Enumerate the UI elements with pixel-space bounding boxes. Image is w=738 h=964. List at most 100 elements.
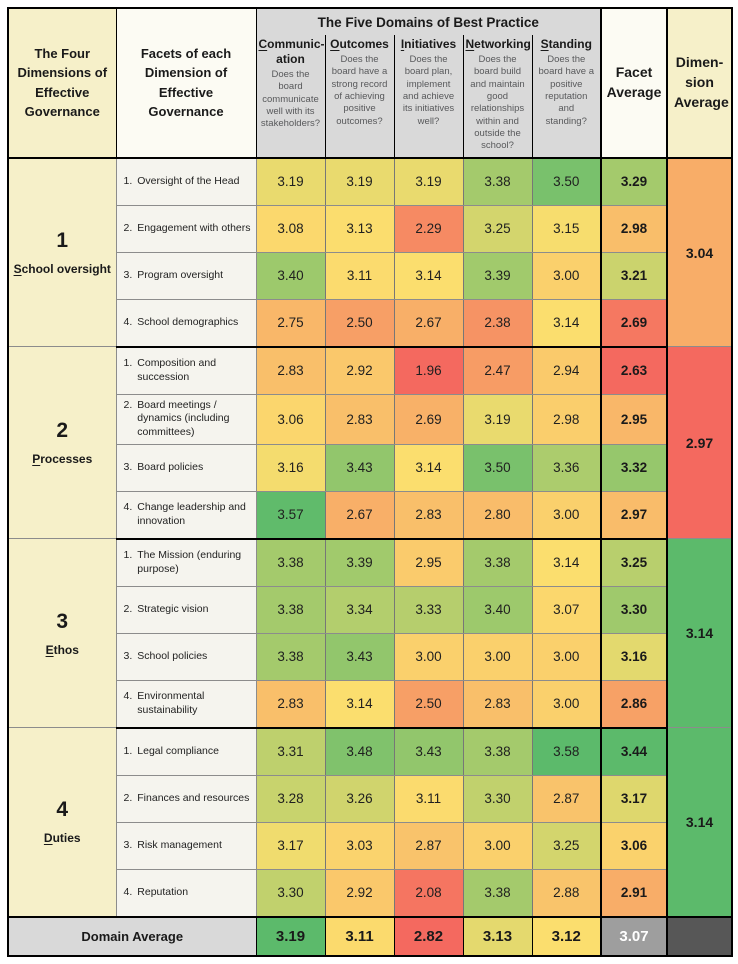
domain-name: Networking: [465, 37, 531, 51]
facet-average-cell: 2.95: [600, 393, 669, 445]
score-cell: 2.95: [393, 538, 464, 587]
score-cell: 2.87: [393, 821, 464, 870]
facet-name: Engagement with others: [137, 221, 251, 234]
five-domains-banner: The Five Domains of Best Practice: [255, 7, 602, 35]
facet-average-cell: 2.86: [600, 679, 669, 729]
score-cell: 3.43: [324, 443, 395, 492]
domain-average-value: 3.13: [462, 916, 533, 957]
score-cell: 3.25: [531, 821, 602, 870]
header-row-domains: Communic-ation Does the board communicate…: [8, 35, 732, 159]
facet-row: 4 Duties 1. Legal compliance 3.31 3.48 3.43 3.3…: [7, 727, 733, 918]
facet-average-cell: 3.30: [600, 585, 669, 634]
score-cell: 3.38: [255, 585, 326, 634]
score-cell: 2.94: [531, 346, 602, 395]
facet-number: 4.: [123, 885, 133, 898]
facet-average-cell: 3.17: [600, 774, 669, 823]
facet-name: School policies: [137, 649, 208, 662]
facet-label: 4. Reputation: [124, 886, 252, 900]
facet-name: Reputation: [137, 885, 189, 898]
score-cell: 3.08: [255, 204, 326, 253]
facet-name-cell: 1. Composition and succession: [115, 346, 257, 395]
score-cell: 3.14: [324, 679, 395, 729]
dimension-label-cell: 4 Duties: [7, 727, 117, 918]
facet-name-cell: 1. Legal compliance: [115, 727, 257, 776]
facet-name: Oversight of the Head: [137, 174, 240, 187]
facet-number: 1.: [123, 744, 133, 757]
facet-name: Finances and resources: [137, 791, 250, 804]
facet-name: School demographics: [137, 315, 239, 328]
score-cell: 3.14: [393, 251, 464, 300]
facet-name-cell: 4. Reputation: [115, 868, 257, 918]
facet-row: 3. Board policies 3.16 3.43 3.14 3.50 3.36 3.32: [8, 443, 732, 492]
facet-row: 2. Board meetings / dynamics (including c…: [8, 393, 732, 445]
domain-header-initiatives: Initiatives Does the board plan, implemen…: [393, 35, 464, 159]
score-cell: 3.33: [393, 585, 464, 634]
dimension-average-column-header: Dimen-sion Average: [666, 7, 733, 159]
facet-number: 3.: [123, 649, 133, 662]
score-cell: 3.38: [462, 727, 533, 776]
domain-name: Initiatives: [400, 37, 457, 51]
facet-number: 1.: [123, 549, 133, 562]
facet-number: 1.: [123, 174, 133, 187]
score-cell: 3.07: [531, 585, 602, 634]
facet-name: Board policies: [137, 460, 204, 473]
facet-label: 1. Composition and succession: [124, 357, 252, 384]
score-cell: 2.83: [255, 679, 326, 729]
score-cell: 3.14: [393, 443, 464, 492]
facet-average-cell: 2.63: [600, 346, 669, 395]
facet-number: 4.: [123, 315, 133, 328]
facet-average-cell: 2.69: [600, 298, 669, 348]
facet-average-cell: 3.25: [600, 538, 669, 587]
facet-number: 3.: [123, 838, 133, 851]
score-cell: 3.19: [393, 157, 464, 206]
facet-name-cell: 2. Engagement with others: [115, 204, 257, 253]
score-cell: 3.38: [462, 157, 533, 206]
dimension-number: 2: [56, 419, 69, 443]
domain-average-row: Domain Average 3.19 3.11 2.82 3.13 3.12 3.07: [7, 916, 733, 957]
facet-row: 1 School oversight 1. Oversight of the Head…: [7, 157, 733, 348]
facet-name-cell: 2. Board meetings / dynamics (including c…: [115, 393, 257, 445]
facet-name: Composition and succession: [137, 357, 217, 383]
facet-average-cell: 2.98: [600, 204, 669, 253]
facet-average-column-header: Facet Average: [600, 7, 669, 159]
domain-header-communication: Communic-ation Does the board communicate…: [255, 35, 326, 159]
facet-label: 2. Finances and resources: [124, 792, 252, 806]
dimension-name: Duties: [43, 831, 81, 846]
dimension-name: Ethos: [45, 642, 79, 657]
domain-name: Outcomes: [330, 37, 389, 51]
score-cell: 2.80: [462, 490, 533, 540]
domain-average-value: 3.19: [255, 916, 326, 957]
score-cell: 2.83: [462, 679, 533, 729]
score-cell: 3.50: [531, 157, 602, 206]
facet-label: 1. The Mission (enduring purpose): [124, 549, 252, 576]
score-cell: 2.83: [255, 346, 326, 395]
facet-label: 2. Strategic vision: [124, 603, 252, 617]
score-cell: 1.96: [393, 346, 464, 395]
facet-name: Board meetings / dynamics (including com…: [137, 398, 230, 439]
facet-number: 1.: [123, 357, 133, 370]
facet-name-cell: 4. Change leadership and innovation: [115, 490, 257, 540]
dimensions-column-header: The Four Dimensions of Effective Governa…: [7, 7, 117, 159]
score-cell: 3.25: [462, 204, 533, 253]
score-cell: 3.15: [531, 204, 602, 253]
facet-name-cell: 4. School demographics: [115, 298, 257, 348]
score-cell: 3.19: [462, 393, 533, 445]
score-cell: 2.69: [393, 393, 464, 445]
facet-name: Change leadership and innovation: [137, 501, 246, 527]
score-cell: 2.83: [324, 393, 395, 445]
facet-label: 2. Engagement with others: [124, 222, 252, 236]
domain-question: Does the board build and maintain good r…: [470, 54, 525, 152]
score-cell: 3.31: [255, 727, 326, 776]
domain-name: Communic-ation: [258, 37, 325, 66]
score-cell: 3.38: [462, 538, 533, 587]
facet-average-cell: 3.32: [600, 443, 669, 492]
score-cell: 3.13: [324, 204, 395, 253]
score-cell: 3.14: [531, 538, 602, 587]
facet-number: 3.: [123, 460, 133, 473]
facet-name-cell: 1. Oversight of the Head: [115, 157, 257, 206]
score-cell: 2.47: [462, 346, 533, 395]
facet-label: 3. Program oversight: [124, 269, 252, 283]
facet-name: Environmental sustainability: [137, 690, 205, 716]
heatmap-table: The Four Dimensions of Effective Governa…: [7, 7, 734, 957]
